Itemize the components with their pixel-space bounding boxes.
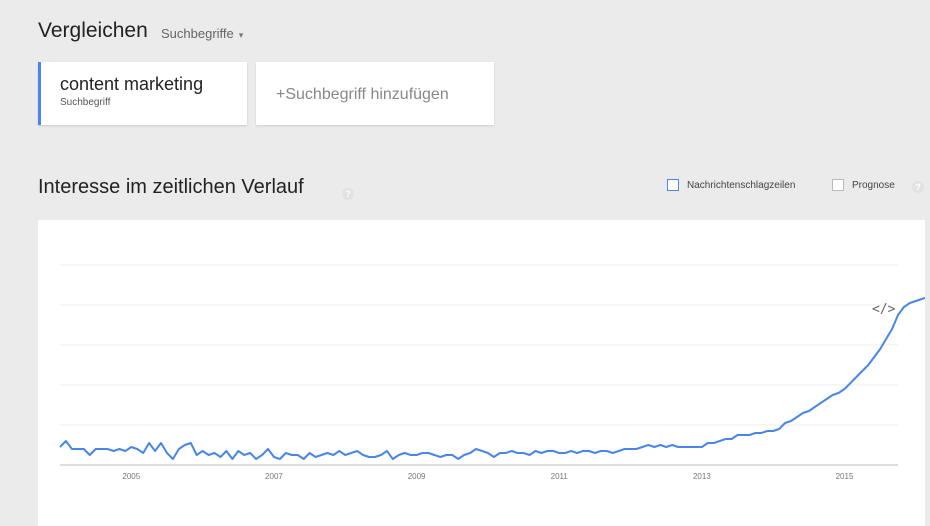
x-tick-label: 2015	[836, 472, 854, 481]
add-term-label: +Suchbegriff hinzufügen	[276, 86, 449, 103]
forecast-help-icon[interactable]: ?	[912, 181, 924, 193]
section-title: Interesse im zeitlichen Verlauf	[38, 176, 304, 198]
term-label: content marketing	[60, 74, 204, 94]
forecast-label: Prognose	[852, 179, 895, 191]
x-tick-label: 2011	[551, 472, 569, 481]
compare-mode-label: Suchbegriffe	[161, 26, 234, 41]
chevron-down-icon: ▾	[238, 30, 244, 40]
compare-title: Vergleichen	[38, 19, 148, 42]
forecast-checkbox[interactable]	[832, 179, 844, 191]
x-axis-ticks: 2005 2007 2009 2011 2013 2015	[122, 472, 854, 481]
headlines-option[interactable]: Nachrichtenschlagzeilen	[667, 179, 795, 191]
gridlines	[60, 264, 898, 426]
help-icon[interactable]: ?	[342, 188, 354, 200]
compare-mode-dropdown[interactable]: Suchbegriffe ▾	[161, 26, 243, 41]
headlines-label: Nachrichtenschlagzeilen	[687, 179, 796, 191]
x-tick-label: 2007	[265, 472, 283, 481]
chart-card: 2005 2007 2009 2011 2013 2015 </>	[38, 220, 925, 526]
x-tick-label: 2009	[408, 472, 426, 481]
x-tick-label: 2013	[693, 472, 711, 481]
headlines-checkbox[interactable]	[667, 179, 679, 191]
x-tick-label: 2005	[122, 472, 140, 481]
forecast-option[interactable]: Prognose	[832, 179, 895, 191]
term-card[interactable]: content marketing Suchbegriff	[38, 62, 247, 125]
term-type: Suchbegriff	[60, 97, 111, 108]
series-line	[59, 296, 925, 460]
interest-over-time-chart: 2005 2007 2009 2011 2013 2015	[59, 264, 925, 481]
embed-code-icon[interactable]: </>	[872, 302, 896, 317]
add-term-button[interactable]: +Suchbegriff hinzufügen	[256, 62, 494, 125]
